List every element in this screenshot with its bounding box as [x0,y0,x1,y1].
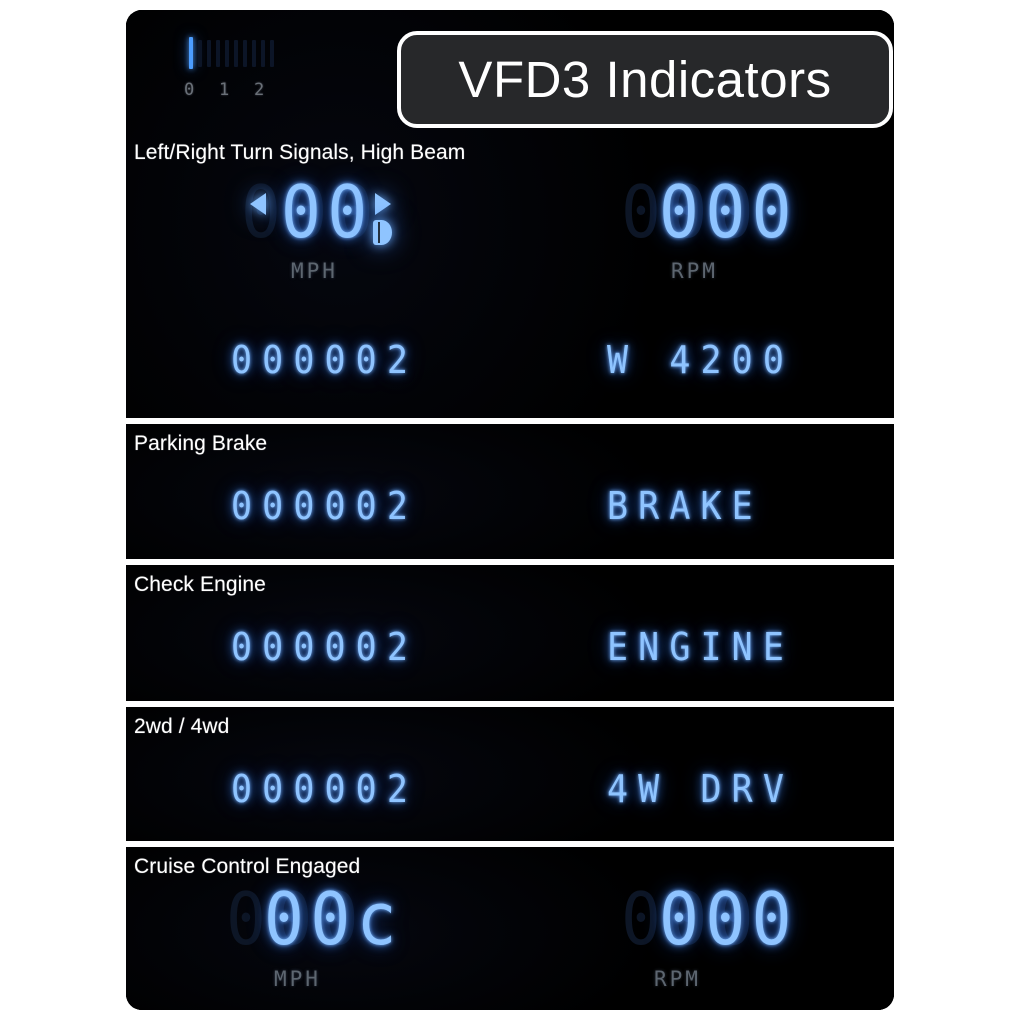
tach-segment-lit [189,37,193,69]
section-check-engine: Check Engine 000002 ENGINE [126,565,894,701]
section-background [126,424,894,559]
tach-segment-dim [270,40,274,67]
rpm-unit-label: RPM [671,259,718,283]
section-parking-brake: Parking Brake 000002 BRAKE [126,424,894,559]
section-label-parking-brake: Parking Brake [134,432,268,455]
cruise-mph-value: 00c [264,877,403,961]
tach-segment-dim [252,40,256,67]
section-background [126,565,894,701]
cruise-rpm-value: 000 [659,877,798,961]
section-label-drive-mode: 2wd / 4wd [134,715,230,738]
tach-label-1: 1 [219,80,230,100]
ghost-digits-rpm: 000 [621,877,760,961]
tach-segment-dim [216,40,220,67]
section-label-check-engine: Check Engine [134,573,266,596]
section-label-cruise-control: Cruise Control Engaged [134,855,361,878]
tach-segment-dim [225,40,229,67]
section-background [126,847,894,1010]
section-drive-mode: 2wd / 4wd 000002 4W DRV [126,707,894,841]
mph-value: 00 [281,170,374,254]
section-background [126,707,894,841]
section-label-turn-signals: Left/Right Turn Signals, High Beam [134,141,466,164]
vfd-dashboard-panel: 0 1 2 7 8 VFD3 Indicators Left/Right Tur… [126,10,894,1010]
section-divider [126,559,894,565]
page-title: VFD3 Indicators [458,51,832,108]
tach-segment-dim [207,40,211,67]
right-turn-signal-icon [375,193,391,215]
odometer-value: 000002 [231,625,419,669]
check-engine-status: ENGINE [607,625,795,669]
tach-label-0: 0 [184,80,195,100]
mph-unit-label: MPH [291,259,338,283]
section-divider [126,418,894,424]
title-badge: VFD3 Indicators [397,31,893,128]
high-beam-icon [373,220,392,245]
odometer-value: 000002 [231,484,419,528]
cruise-mph-unit-label: MPH [274,967,321,991]
odometer-value: 000002 [231,767,419,811]
rpm-value: 000 [659,170,798,254]
ghost-digits-mph: 000 [226,877,365,961]
section-turn-signals: 0 1 2 7 8 VFD3 Indicators Left/Right Tur… [126,10,894,418]
tach-label-2: 2 [254,80,265,100]
tach-segment-dim [234,40,238,67]
cruise-rpm-unit-label: RPM [654,967,701,991]
section-cruise-control: Cruise Control Engaged 000 00c MPH 000 0… [126,847,894,1010]
tach-segment-dim [261,40,265,67]
ghost-digits-rpm: 000 [621,170,760,254]
parking-brake-status: BRAKE [607,484,763,528]
odometer-value: 000002 [231,338,419,382]
left-turn-signal-icon [250,193,266,215]
section-divider [126,841,894,847]
trip-value: W 4200 [607,338,795,382]
drive-mode-status: 4W DRV [607,767,795,811]
section-divider [126,701,894,707]
tach-segment-dim [243,40,247,67]
tach-segment-dim [198,40,202,67]
